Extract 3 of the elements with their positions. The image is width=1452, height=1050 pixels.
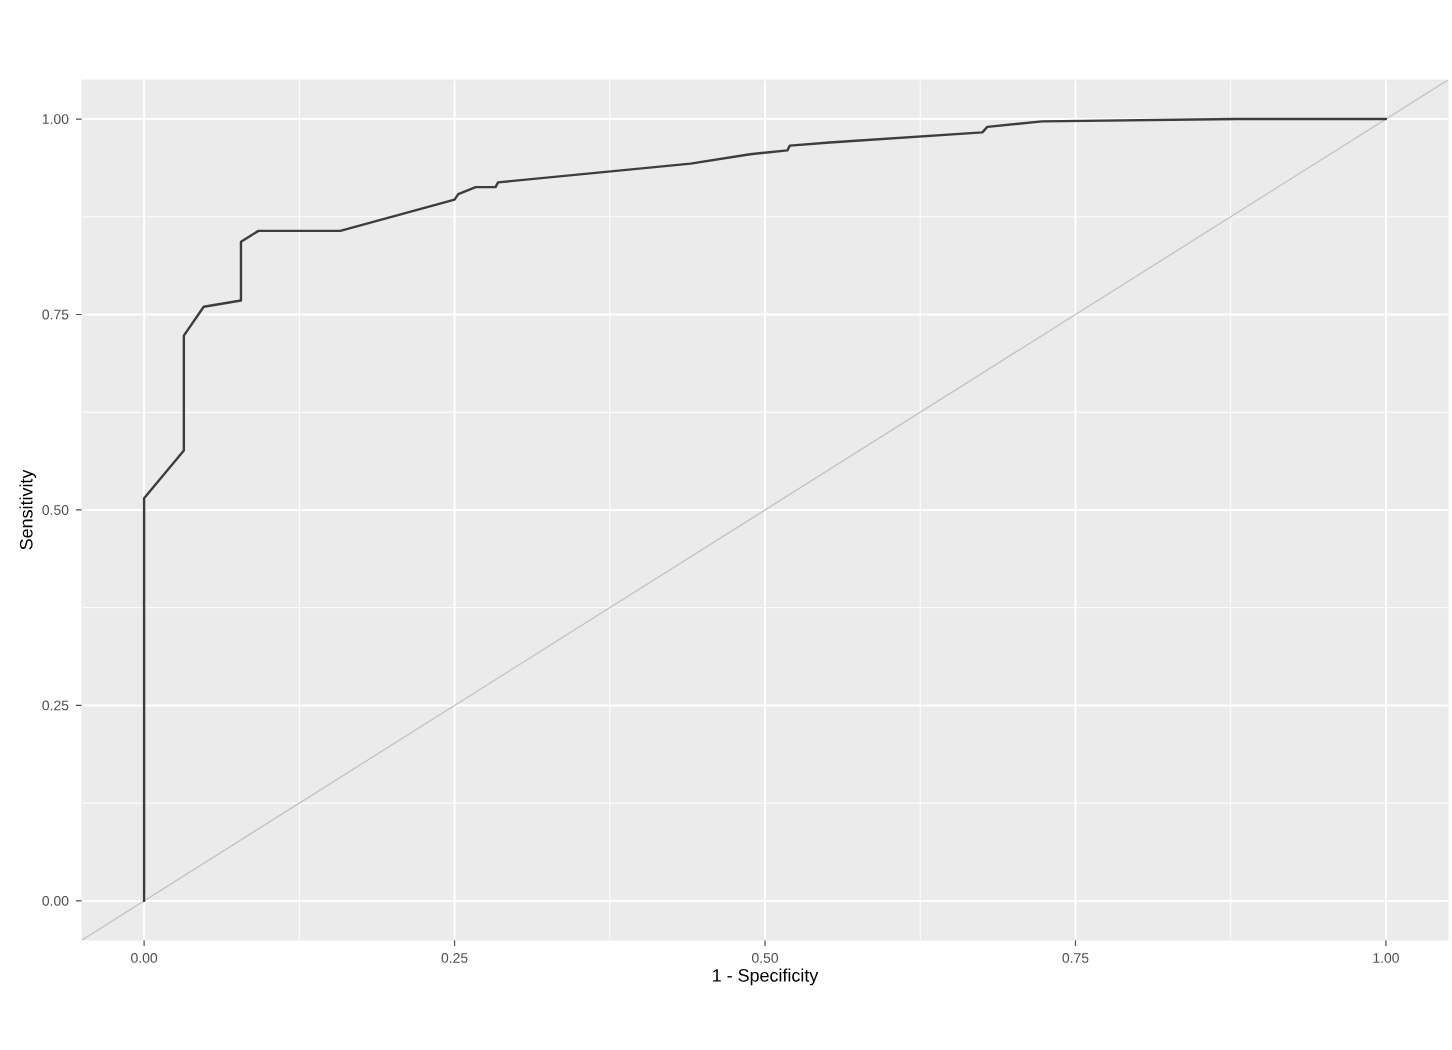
x-axis-title: 1 - Specificity — [713, 968, 819, 986]
y-axis-title: Sensitivity — [19, 469, 37, 550]
line-series — [142, 117, 1388, 903]
